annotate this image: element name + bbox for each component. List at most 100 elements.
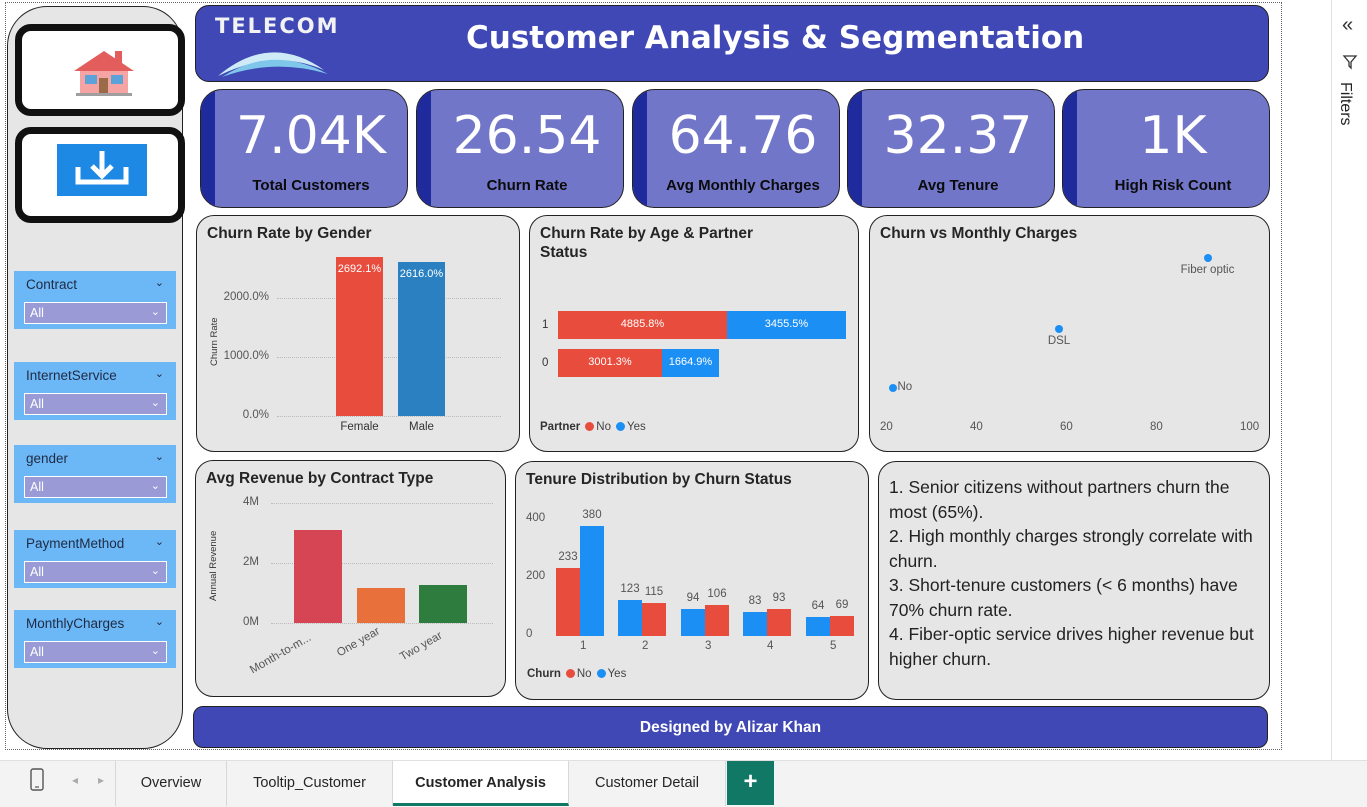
slicer-title: MonthlyCharges bbox=[26, 616, 125, 631]
legend: Partner No Yes bbox=[540, 421, 646, 433]
chart-avg-revenue-by-contract[interactable]: Avg Revenue by Contract Type Annual Reve… bbox=[195, 460, 506, 697]
x-tick: 20 bbox=[880, 421, 893, 433]
chevron-down-icon[interactable]: ⌄ bbox=[154, 277, 164, 289]
x-tick: 100 bbox=[1240, 421, 1260, 433]
mobile-layout-icon[interactable] bbox=[29, 768, 45, 792]
chart-title: Churn Rate by Age & Partner Status bbox=[540, 225, 754, 261]
slicer-paymentmethod[interactable]: PaymentMethod ⌄ All ⌄ bbox=[14, 530, 176, 588]
slicer-internetservice[interactable]: InternetService ⌄ All ⌄ bbox=[14, 362, 176, 420]
bar-age0-partner-no[interactable] bbox=[558, 349, 662, 377]
slicer-dropdown[interactable]: All ⌄ bbox=[24, 641, 167, 663]
y-tick: 1 bbox=[542, 319, 549, 331]
data-label: 4885.8% bbox=[620, 318, 665, 330]
scroll-right-icon[interactable]: ▸ bbox=[98, 773, 105, 787]
bar-tenure-yes[interactable] bbox=[743, 612, 767, 636]
kpi-value: 64.76 bbox=[668, 106, 818, 166]
slicer-title: gender bbox=[26, 451, 69, 466]
bar-tenure-no[interactable] bbox=[767, 609, 791, 636]
x-tick: Male bbox=[409, 421, 434, 433]
chart-tenure-distribution[interactable]: Tenure Distribution by Churn Status 0 20… bbox=[515, 461, 869, 700]
slicer-dropdown[interactable]: All ⌄ bbox=[24, 561, 167, 583]
chart-churn-vs-monthly-charges[interactable]: Churn vs Monthly Charges No DSL Fiber opti… bbox=[869, 215, 1270, 452]
chevron-down-icon[interactable]: ⌄ bbox=[154, 536, 164, 548]
data-label: 380 bbox=[582, 509, 602, 521]
legend-item[interactable]: No bbox=[596, 421, 611, 433]
data-label: 115 bbox=[644, 586, 664, 598]
double-chevron-left-icon[interactable]: « bbox=[1342, 14, 1354, 36]
scatter-point[interactable] bbox=[888, 384, 897, 392]
legend-item[interactable]: No bbox=[576, 668, 592, 680]
chevron-down-icon[interactable]: ⌄ bbox=[154, 451, 164, 463]
kpi-accent-strip bbox=[1063, 90, 1077, 207]
slicer-value: All bbox=[30, 565, 44, 579]
y-tick: 400 bbox=[526, 512, 546, 524]
insight-text: 4. Fiber-optic service drives higher rev… bbox=[889, 624, 1254, 669]
bar-tenure-yes[interactable] bbox=[580, 526, 604, 636]
data-label: 69 bbox=[835, 599, 849, 611]
insight-text: 1. Senior citizens without partners chur… bbox=[889, 477, 1230, 522]
slicer-value: All bbox=[30, 645, 44, 659]
bar-tenure-no[interactable] bbox=[830, 616, 854, 636]
slicer-gender[interactable]: gender ⌄ All ⌄ bbox=[14, 445, 176, 503]
slicer-dropdown[interactable]: All ⌄ bbox=[24, 302, 167, 324]
export-button[interactable] bbox=[15, 127, 185, 223]
legend-title: Partner bbox=[540, 421, 581, 433]
bar-tenure-no[interactable] bbox=[642, 603, 666, 636]
x-tick: 5 bbox=[830, 640, 837, 652]
scatter-point[interactable] bbox=[1203, 253, 1212, 262]
legend-marker bbox=[615, 422, 625, 431]
filters-pane-collapsed[interactable]: « Filters bbox=[1331, 0, 1367, 760]
slicer-contract[interactable]: Contract ⌄ All ⌄ bbox=[14, 271, 176, 329]
x-tick: Female bbox=[340, 421, 379, 433]
bar-age1-partner-no[interactable] bbox=[558, 311, 727, 339]
tab-customer-analysis[interactable]: Customer Analysis bbox=[393, 761, 569, 806]
bar-two-year[interactable] bbox=[419, 585, 467, 623]
bar-male[interactable] bbox=[398, 262, 445, 416]
slicer-value: All bbox=[30, 306, 44, 320]
legend-title: Churn bbox=[527, 668, 561, 680]
kpi-value: 32.37 bbox=[883, 106, 1033, 166]
y-tick: 1000.0% bbox=[223, 350, 269, 362]
bar-one-year[interactable] bbox=[357, 588, 405, 623]
filters-label[interactable]: Filters bbox=[1337, 82, 1354, 126]
kpi-high-risk-count: 1K High Risk Count bbox=[1062, 89, 1270, 208]
tab-overview[interactable]: Overview bbox=[115, 761, 227, 806]
bar-age1-partner-yes[interactable] bbox=[727, 311, 846, 339]
kpi-value: 1K bbox=[1139, 106, 1207, 166]
legend-item[interactable]: Yes bbox=[607, 668, 627, 680]
data-label: 3455.5% bbox=[764, 318, 809, 330]
chevron-down-icon: ⌄ bbox=[150, 480, 160, 492]
bar-tenure-yes[interactable] bbox=[618, 600, 642, 636]
bar-tenure-yes[interactable] bbox=[806, 617, 830, 636]
bar-age0-partner-yes[interactable] bbox=[662, 349, 719, 377]
x-tick: 2 bbox=[642, 640, 649, 652]
tab-customer-detail[interactable]: Customer Detail bbox=[569, 761, 726, 806]
slicer-monthlycharges[interactable]: MonthlyCharges ⌄ All ⌄ bbox=[14, 610, 176, 668]
legend-item[interactable]: Yes bbox=[626, 421, 646, 433]
y-tick: 4M bbox=[243, 496, 259, 508]
chevron-down-icon[interactable]: ⌄ bbox=[154, 368, 164, 380]
y-axis-label: Annual Revenue bbox=[208, 530, 219, 601]
home-button[interactable] bbox=[15, 24, 185, 116]
bar-female[interactable] bbox=[336, 257, 383, 416]
data-label: 3001.3% bbox=[588, 356, 632, 368]
bar-tenure-no[interactable] bbox=[556, 568, 580, 636]
gridline bbox=[271, 623, 493, 624]
chevron-down-icon[interactable]: ⌄ bbox=[154, 616, 164, 628]
slicer-title: PaymentMethod bbox=[26, 536, 125, 551]
bar-tenure-no[interactable] bbox=[705, 605, 729, 636]
kpi-caption: Avg Monthly Charges bbox=[666, 177, 820, 194]
x-tick: Month-to-m... bbox=[248, 631, 314, 677]
chart-churn-by-age-partner[interactable]: Churn Rate by Age & Partner Status 1 0 4… bbox=[529, 215, 859, 452]
scatter-point[interactable] bbox=[1055, 325, 1063, 334]
slicer-dropdown[interactable]: All ⌄ bbox=[24, 476, 167, 498]
add-page-button[interactable]: + bbox=[727, 761, 774, 805]
scroll-left-icon[interactable]: ◂ bbox=[72, 773, 79, 787]
x-tick: Two year bbox=[398, 629, 445, 664]
slicer-dropdown[interactable]: All ⌄ bbox=[24, 393, 167, 415]
chart-churn-by-gender[interactable]: Churn Rate by Gender Churn Rate 0.0% 100… bbox=[196, 215, 520, 452]
bar-tenure-yes[interactable] bbox=[681, 609, 705, 636]
tab-tooltip-customer[interactable]: Tooltip_Customer bbox=[227, 761, 393, 806]
bar-month-to-month[interactable] bbox=[294, 530, 342, 623]
gridline bbox=[277, 357, 501, 358]
